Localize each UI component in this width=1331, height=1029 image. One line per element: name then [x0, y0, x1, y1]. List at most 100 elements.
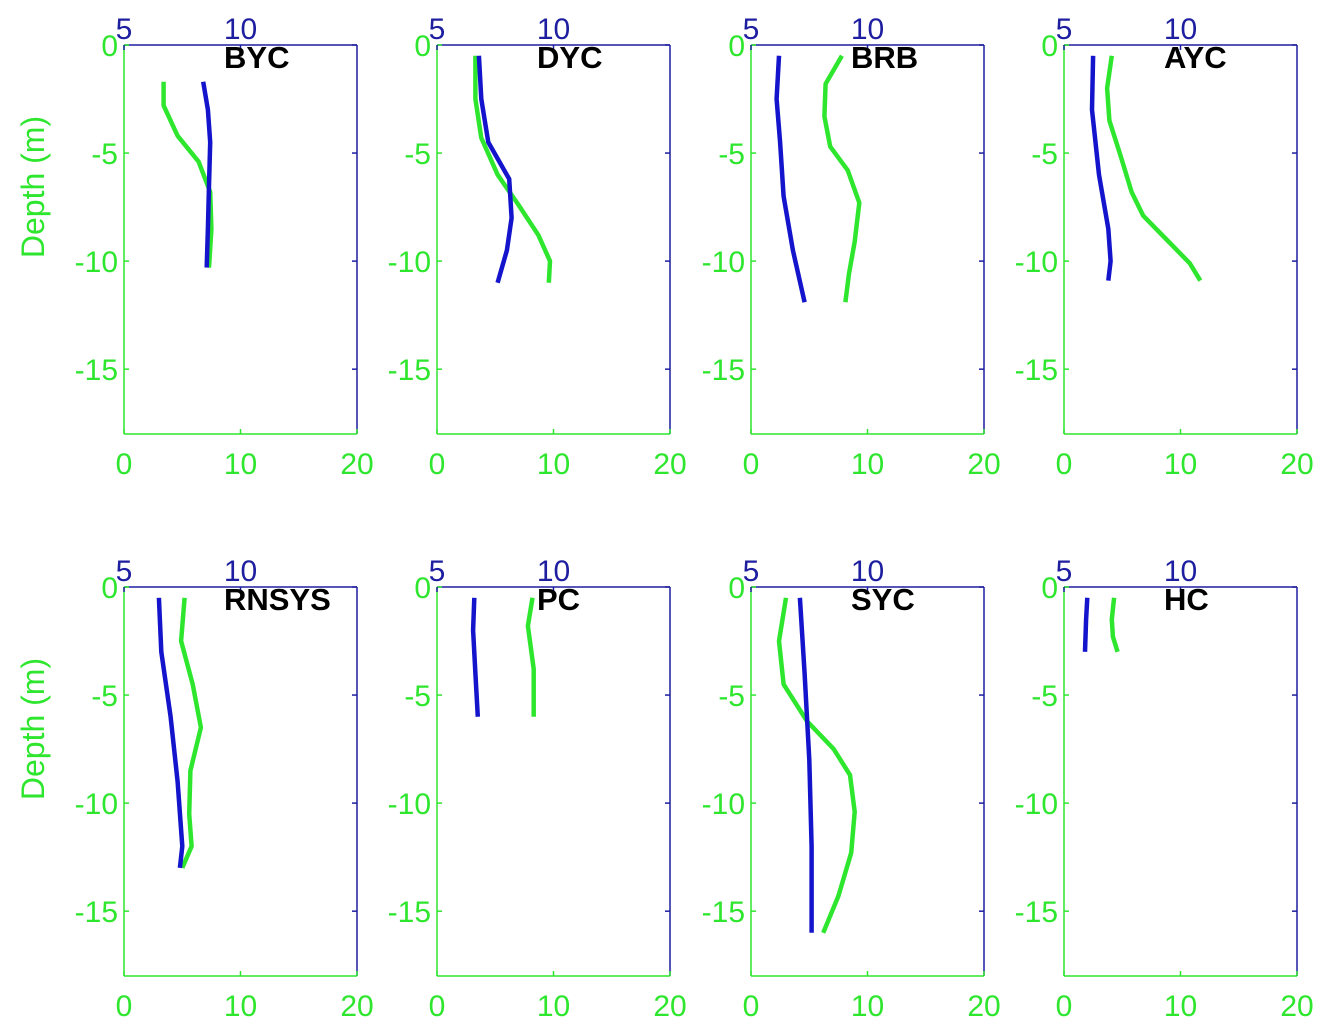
panel-title: PC	[537, 582, 580, 617]
blue-profile-line	[476, 55, 514, 284]
x-bottom-tick-label: 10	[1164, 448, 1197, 481]
panel-title: SYC	[851, 582, 915, 617]
green-profile-line	[161, 81, 214, 268]
x-bottom-tick-label: 20	[340, 990, 373, 1023]
blue-profile-line	[1089, 55, 1113, 281]
x-bottom-tick-label: 10	[224, 990, 257, 1023]
y-tick-label: -15	[1015, 354, 1058, 387]
x-bottom-tick-label: 10	[537, 448, 570, 481]
x-top-tick-label: 10	[537, 13, 570, 46]
y-tick-label: -5	[718, 138, 745, 171]
x-top-tick-label: 10	[1164, 555, 1197, 588]
x-bottom-tick-label: 10	[224, 448, 257, 481]
profile-panel-0: 0 -5 -10 -15 0 10 20 5 10 Depth (m) BYC	[15, 13, 374, 481]
x-bottom-tick-label: 0	[116, 448, 133, 481]
y-tick-label: -15	[75, 896, 118, 929]
y-tick-label: -15	[1015, 896, 1058, 929]
green-profile-line	[1109, 597, 1120, 653]
y-tick-label: -10	[388, 246, 431, 279]
green-profile-line	[776, 597, 857, 934]
x-top-tick-label: 5	[743, 555, 760, 588]
y-tick-label: -15	[702, 354, 745, 387]
x-bottom-tick-label: 0	[743, 990, 760, 1023]
y-tick-label: -5	[1031, 138, 1058, 171]
green-profile-line	[525, 597, 536, 717]
x-bottom-tick-label: 0	[1056, 990, 1073, 1023]
x-top-tick-label: 5	[743, 13, 760, 46]
profile-panel-4: 0 -5 -10 -15 0 10 20 5 10 Depth (m) RNSYS	[15, 555, 374, 1023]
y-tick-label: -5	[91, 138, 118, 171]
x-bottom-tick-label: 0	[743, 448, 760, 481]
y-tick-label: -15	[75, 354, 118, 387]
y-tick-label: -5	[404, 680, 431, 713]
green-profile-line	[822, 54, 862, 303]
x-top-tick-label: 5	[116, 555, 133, 588]
panel-title: BYC	[224, 40, 289, 75]
x-top-tick-label: 10	[851, 13, 884, 46]
y-axis-label: Depth (m)	[15, 116, 51, 258]
x-bottom-tick-label: 20	[1280, 448, 1313, 481]
x-bottom-tick-label: 20	[340, 448, 373, 481]
x-bottom-tick-label: 0	[429, 448, 446, 481]
blue-profile-line	[1082, 597, 1090, 652]
blue-profile-line	[470, 597, 481, 717]
x-bottom-tick-label: 20	[967, 990, 1000, 1023]
x-top-tick-label: 5	[116, 13, 133, 46]
y-tick-label: 0	[414, 30, 431, 63]
x-top-tick-label: 5	[429, 13, 446, 46]
x-top-tick-label: 5	[1056, 13, 1073, 46]
y-tick-label: -5	[91, 680, 118, 713]
x-bottom-tick-label: 20	[1280, 990, 1313, 1023]
green-profile-line	[473, 55, 553, 283]
y-axis-label: Depth (m)	[15, 658, 51, 800]
blue-profile-line	[797, 597, 814, 933]
blue-profile-line	[774, 55, 807, 303]
x-bottom-tick-label: 10	[1164, 990, 1197, 1023]
green-profile-line	[1104, 55, 1203, 282]
y-tick-label: 0	[101, 30, 118, 63]
panel-title: AYC	[1164, 40, 1227, 75]
x-bottom-tick-label: 20	[653, 990, 686, 1023]
x-top-tick-label: 10	[224, 555, 257, 588]
y-tick-label: 0	[414, 572, 431, 605]
y-tick-label: -5	[404, 138, 431, 171]
y-tick-label: -10	[75, 788, 118, 821]
y-tick-label: -15	[388, 896, 431, 929]
x-bottom-tick-label: 10	[537, 990, 570, 1023]
x-bottom-tick-label: 20	[653, 448, 686, 481]
y-tick-label: -10	[1015, 246, 1058, 279]
blue-profile-line	[200, 81, 213, 268]
y-tick-label: -15	[702, 896, 745, 929]
y-tick-label: -5	[1031, 680, 1058, 713]
y-tick-label: 0	[728, 30, 745, 63]
blue-profile-line	[156, 597, 185, 869]
y-tick-label: -10	[1015, 788, 1058, 821]
x-bottom-tick-label: 0	[1056, 448, 1073, 481]
x-bottom-tick-label: 10	[851, 990, 884, 1023]
green-profile-line	[178, 597, 204, 869]
x-bottom-tick-label: 0	[116, 990, 133, 1023]
y-tick-label: -10	[702, 788, 745, 821]
y-tick-label: 0	[101, 572, 118, 605]
y-tick-label: 0	[728, 572, 745, 605]
x-top-tick-label: 10	[537, 555, 570, 588]
x-bottom-tick-label: 0	[429, 990, 446, 1023]
x-top-tick-label: 5	[429, 555, 446, 588]
x-top-tick-label: 10	[224, 13, 257, 46]
y-tick-label: 0	[1041, 30, 1058, 63]
panel-title: DYC	[537, 40, 602, 75]
panel-title: HC	[1164, 582, 1209, 617]
x-bottom-tick-label: 20	[967, 448, 1000, 481]
x-top-tick-label: 5	[1056, 555, 1073, 588]
y-tick-label: -10	[388, 788, 431, 821]
y-tick-label: -10	[702, 246, 745, 279]
y-tick-label: -5	[718, 680, 745, 713]
panel-title: RNSYS	[224, 582, 331, 617]
